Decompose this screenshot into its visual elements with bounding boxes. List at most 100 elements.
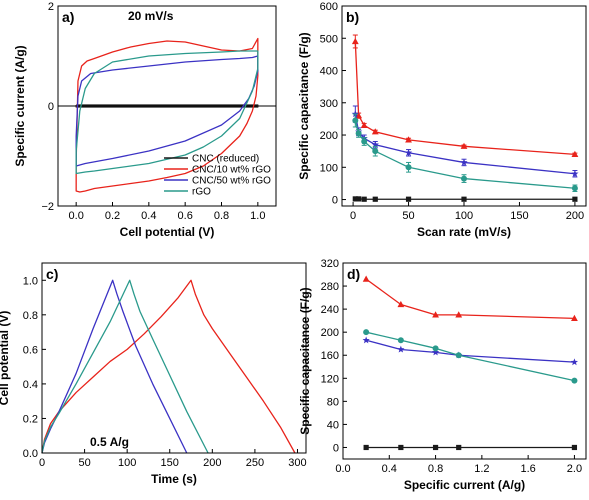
data-point [570,358,579,366]
data-point [372,196,378,202]
y-tick-label: 320 [321,258,339,270]
y-tick-label: 1.0 [23,275,38,287]
x-tick-label: 300 [288,457,306,469]
y-tick-label: 80 [327,396,339,408]
series-cnc-reduced- [352,196,578,202]
x-tick-label: 250 [246,457,264,469]
x-tick-label: 1.6 [520,463,535,475]
y-tick-label: 2 [48,1,54,13]
data-point [571,185,578,192]
y-tick-label: 280 [321,281,339,293]
legend-label: CNC (reduced) [192,154,259,165]
data-point [362,275,370,282]
data-point [571,169,579,177]
series-line [354,41,575,156]
series-line [75,104,259,108]
y-tick-label: 40 [327,419,339,431]
data-point [397,337,404,344]
y-tick-label: 120 [321,373,339,385]
data-point [355,130,362,137]
series-line [75,55,259,167]
y-tick-label: 600 [320,1,338,13]
data-point [371,140,379,148]
data-point [572,196,578,202]
series-rgo [41,279,209,454]
x-tick-label: 150 [510,210,528,222]
x-tick-label: 100 [118,457,136,469]
x-tick-label: 0 [39,457,45,469]
series-cnc-50-wt-rgo [362,336,579,366]
x-tick-label: 1.2 [474,463,489,475]
x-tick-label: 0.6 [178,210,193,222]
x-tick-label: 150 [161,457,179,469]
y-tick-label: 0 [333,442,339,454]
data-point [397,300,405,308]
panel-label: b) [346,9,359,25]
series-cnc-10-wt-rgo [75,37,259,193]
x-tick-label: 200 [203,457,221,469]
panel-label: a) [62,9,74,25]
series-cnc-reduced- [363,444,578,451]
axes-frame [41,262,307,454]
x-axis-label: Cell potential (V) [120,225,215,239]
series-cnc-50-wt-rgo [41,279,188,454]
panel-b: 0 50 100 150 200 0 100 200 300 400 500 600 Scan rate… [297,1,587,239]
y-axis-label: Specific current (A/g) [13,45,27,166]
x-tick-label: 50 [78,457,90,469]
data-point [397,345,405,353]
y-tick-label: 160 [321,350,339,362]
data-point [405,196,412,202]
x-axis-label: Scan rate (mV/s) [417,225,511,239]
y-tick-label: 500 [320,33,338,45]
series-cnc-50-wt-rgo [351,105,579,178]
data-point [456,444,462,451]
data-point [455,311,463,318]
legend-label: rGO [192,187,211,198]
y-tick-label: 300 [320,98,338,110]
data-point [432,444,439,451]
legend-label: CNC/10 wt% rGO [192,165,271,176]
data-point [361,138,368,145]
data-point [398,444,404,451]
series-cnc-10-wt-rgo [351,34,579,157]
series-line [41,279,296,454]
series-line [41,279,188,454]
data-point [571,377,578,384]
y-axis-label: Specific capacitance (F/g) [298,287,312,434]
x-tick-label: 100 [455,210,473,222]
panel-annotation: 20 mV/s [128,9,174,23]
series-rgo [75,50,259,175]
y-tick-label: 0.4 [23,379,38,391]
series-line [75,37,259,193]
legend-label: CNC/50 wt% rGO [192,176,271,187]
data-point [571,150,579,157]
y-axis-label: Cell potential (V) [0,311,11,406]
x-tick-label: 0.0 [335,463,350,475]
data-point [461,175,467,182]
data-point [405,164,412,171]
y-tick-label: 100 [320,162,338,174]
series-line [75,50,259,175]
data-point [460,158,468,166]
data-point [356,196,362,202]
x-tick-label: 50 [402,210,414,222]
data-point [363,329,370,336]
series-line [365,278,575,319]
series-rgo [363,329,578,384]
data-point [432,345,439,352]
y-tick-label: 200 [320,130,338,142]
series-line [365,339,575,363]
y-axis-label: Specific capacitance (F/g) [297,32,311,179]
data-point [461,196,467,202]
data-point [361,196,367,202]
series-cnc-50-wt-rgo [75,55,259,167]
y-tick-label: 400 [320,66,338,78]
data-point [352,196,358,202]
panel-annotation: 0.5 A/g [90,435,129,449]
panel-d: 0.0 0.4 0.8 1.2 1.6 2.0 0 40 80 120 160 200 240 280 32… [298,258,587,492]
y-tick-label: 0.0 [23,448,38,460]
data-point [405,136,412,143]
x-tick-label: 200 [566,210,584,222]
panel-label: c) [46,266,58,282]
